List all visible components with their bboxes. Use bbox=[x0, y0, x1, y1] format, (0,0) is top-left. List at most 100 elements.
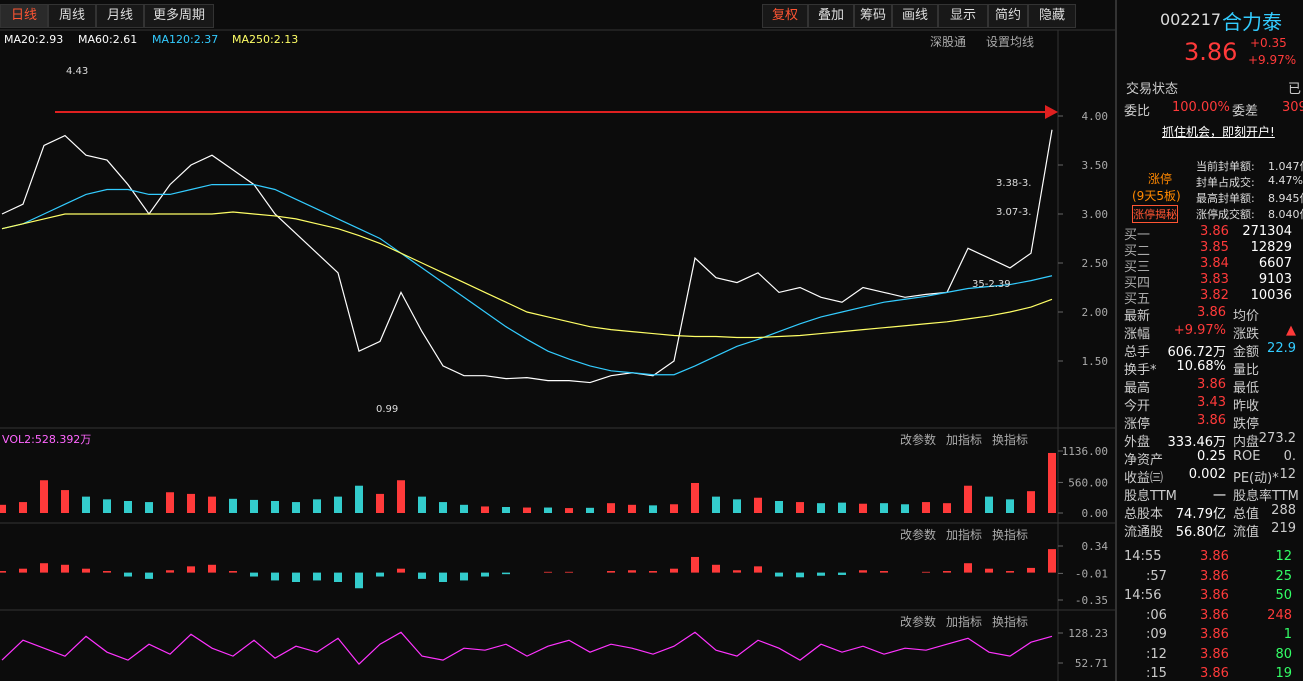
indicator-tool[interactable]: 加指标 bbox=[946, 615, 983, 629]
book-volume: 12829 bbox=[1250, 240, 1292, 255]
bar bbox=[460, 572, 468, 581]
stock-code: 002217 bbox=[1160, 10, 1222, 29]
bar bbox=[628, 504, 636, 513]
field-label: 昨收 bbox=[1233, 399, 1260, 414]
field-label: 总股本 bbox=[1124, 507, 1164, 522]
ma-label: MA250:2.13 bbox=[232, 33, 299, 46]
bar bbox=[817, 503, 825, 513]
field-value: 0.002 bbox=[1188, 467, 1226, 482]
bar bbox=[19, 568, 27, 573]
bar bbox=[145, 502, 153, 513]
y-tick-label: 1.50 bbox=[1082, 355, 1109, 368]
bar bbox=[691, 556, 699, 573]
bar bbox=[565, 508, 573, 513]
period-tab[interactable]: 周线 bbox=[48, 4, 96, 28]
limit-link[interactable]: 涨停揭秘 bbox=[1132, 205, 1178, 223]
field-label: 总值 bbox=[1233, 507, 1260, 522]
tick-volume: 50 bbox=[1275, 588, 1292, 603]
bar bbox=[649, 571, 657, 573]
y-tick-label: 3.50 bbox=[1082, 159, 1109, 172]
bar bbox=[19, 502, 27, 513]
tool-button[interactable]: 复权 bbox=[762, 4, 808, 28]
field-value: 3.86 bbox=[1197, 413, 1226, 428]
bar bbox=[145, 572, 153, 579]
indicator-tool[interactable]: 改参数 bbox=[900, 433, 937, 447]
field-value: 一 bbox=[1212, 489, 1226, 504]
indicator-tool[interactable]: 改参数 bbox=[900, 615, 937, 629]
chart-link[interactable]: 深股通 bbox=[930, 35, 967, 49]
tool-button[interactable]: 画线 bbox=[892, 4, 938, 28]
tick-time: 14:56 bbox=[1124, 588, 1162, 603]
y-tick-label: 3.00 bbox=[1082, 208, 1109, 221]
field-label: ROE bbox=[1233, 449, 1261, 464]
bar bbox=[418, 572, 426, 579]
indicator-tool[interactable]: 换指标 bbox=[992, 528, 1029, 542]
bar bbox=[754, 497, 762, 513]
bar bbox=[397, 480, 405, 513]
bar bbox=[775, 572, 783, 577]
tool-button[interactable]: 筹码 bbox=[854, 4, 892, 28]
tool-button[interactable]: 简约 bbox=[988, 4, 1028, 28]
period-tab[interactable]: 月线 bbox=[96, 4, 144, 28]
indicator-tool[interactable]: 加指标 bbox=[946, 528, 983, 542]
bar bbox=[103, 571, 111, 573]
order-ratio: 100.00% bbox=[1172, 100, 1230, 115]
indicator-tool[interactable]: 改参数 bbox=[900, 528, 937, 542]
bar bbox=[61, 564, 69, 573]
indicator-tool[interactable]: 加指标 bbox=[946, 433, 983, 447]
last-price: 3.86 bbox=[1184, 38, 1238, 66]
bar bbox=[523, 507, 531, 513]
annotation: 3.07-3. bbox=[996, 207, 1032, 218]
limit-stat-label: 当前封单额: bbox=[1196, 160, 1255, 173]
field-label: 跌停 bbox=[1233, 417, 1260, 432]
period-tab[interactable]: 更多周期 bbox=[144, 4, 214, 28]
tool-button[interactable]: 隐藏 bbox=[1028, 4, 1076, 28]
book-label: 买二 bbox=[1124, 244, 1151, 259]
bar bbox=[376, 493, 384, 513]
limit-streak: (9天5板) bbox=[1132, 189, 1181, 203]
quote-panel bbox=[1115, 0, 1303, 681]
book-label: 买三 bbox=[1124, 260, 1151, 275]
field-value: 10.68% bbox=[1176, 359, 1226, 374]
bar bbox=[565, 571, 573, 573]
tick-volume: 12 bbox=[1275, 549, 1292, 564]
indicator-tool[interactable]: 换指标 bbox=[992, 433, 1029, 447]
bar bbox=[439, 502, 447, 513]
tool-button[interactable]: 显示 bbox=[938, 4, 988, 28]
bar bbox=[82, 496, 90, 513]
book-label: 买五 bbox=[1124, 292, 1151, 307]
indicator-tool[interactable]: 换指标 bbox=[992, 615, 1029, 629]
order-ratio: 委比 bbox=[1124, 104, 1151, 119]
field-label: PE(动)* bbox=[1233, 471, 1279, 486]
limit-stat-value: 8.945亿 bbox=[1268, 192, 1303, 205]
bar bbox=[838, 502, 846, 513]
y-tick-label: 52.71 bbox=[1075, 657, 1108, 670]
tick-time: :15 bbox=[1146, 666, 1167, 681]
bar bbox=[544, 571, 552, 573]
field-label: 涨幅 bbox=[1124, 327, 1151, 342]
bar bbox=[355, 485, 363, 513]
bar bbox=[838, 572, 846, 575]
promo[interactable]: 抓住机会，即刻开户! bbox=[1162, 125, 1275, 139]
book-volume: 6607 bbox=[1258, 256, 1292, 271]
chart-link[interactable]: 设置均线 bbox=[986, 35, 1035, 49]
book-volume: 271304 bbox=[1242, 224, 1292, 239]
annotation: 35-2.39 bbox=[972, 279, 1011, 290]
field-value: 56.80亿 bbox=[1175, 525, 1226, 540]
period-tab[interactable]: 日线 bbox=[0, 4, 48, 28]
y-tick-label: 1136.00 bbox=[1062, 445, 1108, 458]
bar bbox=[859, 503, 867, 513]
bar bbox=[964, 563, 972, 573]
book-volume: 10036 bbox=[1250, 288, 1292, 303]
bar bbox=[250, 499, 258, 513]
field-value: 3.86 bbox=[1197, 377, 1226, 392]
bar bbox=[166, 492, 174, 513]
y-tick-label: -0.35 bbox=[1075, 594, 1108, 607]
tool-button[interactable]: 叠加 bbox=[808, 4, 854, 28]
field-value: +9.97% bbox=[1173, 323, 1226, 338]
tick-volume: 25 bbox=[1275, 568, 1292, 584]
bar bbox=[250, 572, 258, 577]
bar bbox=[964, 485, 972, 513]
bar bbox=[817, 572, 825, 576]
red-arrow-head bbox=[1045, 105, 1058, 119]
